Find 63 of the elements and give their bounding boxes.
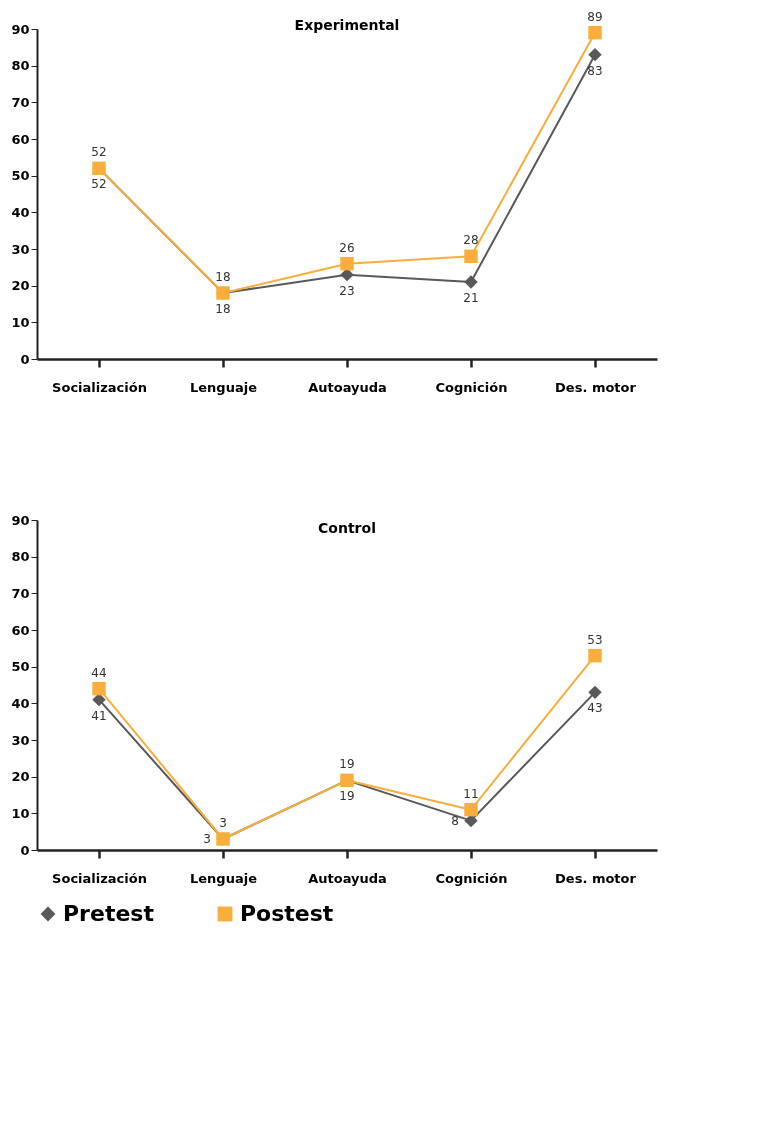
data-label: 41 [91, 708, 107, 723]
y-tick-label: 20 [11, 278, 30, 294]
y-tick-label: 80 [11, 58, 30, 74]
x-tick-label: Lenguaje [190, 870, 258, 886]
data-label: 28 [463, 233, 479, 248]
data-label: 53 [587, 632, 603, 647]
y-tick-label: 10 [11, 314, 30, 330]
chart-title: Control [318, 520, 376, 536]
data-label: 52 [91, 145, 107, 160]
x-tick-label: Autoayuda [308, 870, 387, 886]
data-label: 23 [339, 283, 355, 298]
y-tick-label: 40 [11, 695, 30, 711]
x-tick-label: Lenguaje [190, 379, 258, 395]
legend-label: Postest [240, 901, 334, 926]
y-tick-label: 20 [11, 769, 30, 785]
data-label: 89 [587, 9, 603, 24]
y-tick-label: 60 [11, 622, 30, 638]
x-tick-label: Cognición [435, 870, 508, 886]
point [340, 256, 354, 271]
point [588, 47, 602, 62]
data-label: 21 [463, 291, 479, 305]
data-label: 83 [587, 63, 603, 78]
data-label: 26 [339, 240, 355, 255]
data-label: 3 [203, 832, 211, 846]
x-tick-label: Cognición [435, 379, 508, 395]
x-tick-label: Des. motor [555, 870, 637, 886]
data-label: 3 [219, 816, 227, 830]
data-label: 43 [587, 701, 603, 716]
data-label: 11 [463, 786, 479, 801]
point [464, 802, 478, 817]
y-tick-label: 70 [11, 94, 30, 110]
chart-title: Experimental [294, 16, 400, 33]
x-tick-label: Socialización [52, 870, 147, 886]
y-tick-label: 10 [11, 805, 30, 821]
data-label: 18 [215, 270, 231, 284]
y-tick-label: 30 [11, 732, 30, 748]
y-tick-label: 30 [11, 241, 30, 257]
y-tick-label: 50 [11, 168, 30, 184]
data-label: 44 [91, 665, 107, 680]
point [464, 249, 478, 264]
y-tick-label: 0 [20, 351, 30, 367]
point [588, 25, 602, 40]
data-label: 8 [451, 813, 459, 828]
x-tick-label: Socialización [52, 379, 147, 395]
y-tick-label: 90 [11, 21, 30, 37]
data-label: 19 [339, 789, 355, 804]
point [92, 681, 106, 696]
point [588, 685, 602, 700]
legend-label: Pretest [63, 901, 155, 926]
data-label: 18 [215, 302, 231, 316]
data-label: 19 [339, 757, 355, 772]
x-tick-label: Des. motor [555, 379, 637, 395]
x-tick-label: Autoayuda [308, 379, 387, 395]
y-tick-label: 80 [11, 549, 30, 565]
point [588, 648, 602, 663]
y-tick-label: 60 [11, 131, 30, 147]
y-tick-label: 50 [11, 659, 30, 675]
data-label: 52 [91, 177, 107, 192]
point [464, 275, 478, 289]
y-tick-label: 40 [11, 204, 30, 220]
y-tick-label: 70 [11, 585, 30, 601]
y-tick-label: 0 [20, 842, 30, 858]
y-tick-label: 90 [11, 512, 30, 528]
